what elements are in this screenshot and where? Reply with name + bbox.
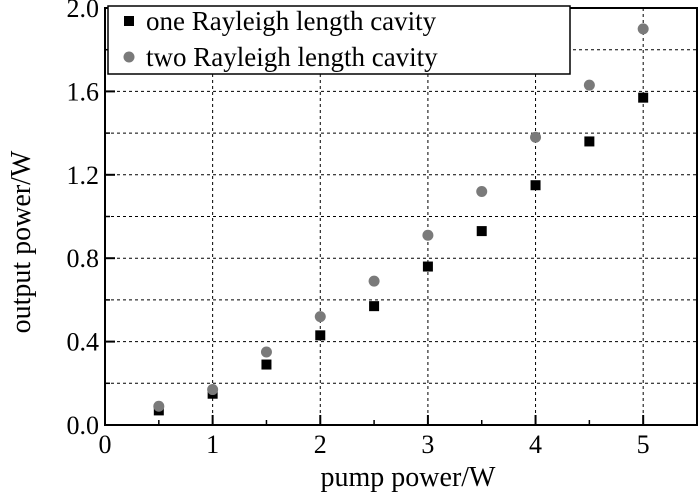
point-series-1-5	[422, 261, 433, 272]
point-series-2-4	[368, 275, 380, 287]
point-series-2-1	[207, 384, 219, 396]
x-tick-label-1: 1	[206, 430, 219, 459]
point-series-2-0	[153, 400, 165, 412]
point-series-1-4	[369, 301, 380, 312]
y-tick-label-1: 0.4	[67, 328, 100, 357]
point-series-1-8	[584, 136, 595, 147]
point-series-1-3	[315, 330, 326, 341]
point-series-1-7	[530, 180, 541, 191]
x-tick-label-5: 5	[637, 430, 650, 459]
legend-box	[107, 5, 571, 75]
x-tick-label-4: 4	[529, 430, 542, 459]
x-tick-label-0: 0	[99, 430, 112, 459]
point-series-2-6	[476, 185, 488, 197]
point-series-2-9	[637, 23, 649, 35]
point-series-2-3	[314, 311, 326, 323]
y-axis-label: output power/W	[6, 150, 37, 333]
legend-marker-square	[124, 16, 134, 26]
marker-layer	[153, 23, 649, 416]
point-series-2-8	[583, 79, 595, 91]
point-series-2-5	[422, 229, 434, 241]
y-tick-label-2: 0.8	[67, 244, 100, 273]
legend-marker-circle	[123, 51, 135, 63]
y-tick-label-0: 0.0	[67, 411, 100, 440]
point-series-2-7	[530, 131, 542, 143]
y-tick-label-4: 1.6	[67, 77, 100, 106]
legend-label-series-1: one Rayleigh length cavity	[146, 6, 437, 36]
tick-label-layer: 0 1 2 3 4 5 0.0 0.4 0.8 1.2 1.6 2.0	[67, 0, 650, 459]
x-tick-label-2: 2	[314, 430, 327, 459]
point-series-1-6	[476, 226, 487, 237]
y-tick-label-3: 1.2	[67, 161, 100, 190]
x-axis-label: pump power/W	[321, 462, 497, 493]
point-series-2-2	[260, 346, 272, 358]
point-series-1-2	[261, 359, 272, 370]
legend: one Rayleigh length cavity two Rayleigh …	[107, 5, 571, 75]
point-series-1-9	[638, 92, 649, 103]
y-tick-label-5: 2.0	[67, 0, 100, 23]
x-tick-label-3: 3	[421, 430, 434, 459]
legend-label-series-2: two Rayleigh length cavity	[146, 42, 438, 72]
